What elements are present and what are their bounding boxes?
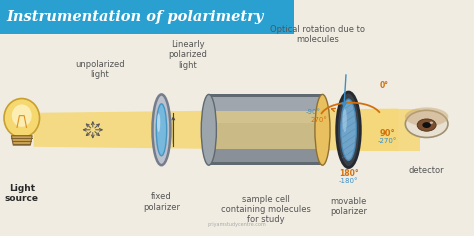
- Ellipse shape: [4, 99, 39, 137]
- FancyBboxPatch shape: [209, 97, 322, 123]
- Ellipse shape: [430, 122, 433, 124]
- Ellipse shape: [341, 99, 356, 160]
- Text: 180°: 180°: [339, 169, 358, 178]
- Ellipse shape: [405, 110, 448, 137]
- Text: Linearly
polarized
light: Linearly polarized light: [168, 40, 207, 70]
- Text: -270°: -270°: [378, 139, 397, 144]
- Ellipse shape: [422, 122, 431, 128]
- Text: Light
source: Light source: [5, 184, 39, 203]
- Ellipse shape: [405, 107, 448, 126]
- Polygon shape: [11, 136, 32, 145]
- Ellipse shape: [156, 104, 167, 156]
- FancyBboxPatch shape: [209, 97, 322, 162]
- Ellipse shape: [12, 104, 32, 127]
- FancyBboxPatch shape: [360, 109, 419, 151]
- Text: fixed
polarizer: fixed polarizer: [143, 192, 180, 212]
- Ellipse shape: [153, 94, 171, 165]
- Text: 270°: 270°: [310, 117, 327, 123]
- Text: Optical rotation due to
molecules: Optical rotation due to molecules: [270, 25, 365, 44]
- Text: Instrumentation of polarimetry: Instrumentation of polarimetry: [6, 10, 264, 24]
- Text: -180°: -180°: [339, 178, 358, 184]
- Ellipse shape: [337, 92, 360, 168]
- Ellipse shape: [315, 94, 330, 165]
- Text: unpolarized
light: unpolarized light: [75, 60, 125, 79]
- Text: detector: detector: [409, 166, 445, 175]
- Ellipse shape: [157, 113, 160, 132]
- Ellipse shape: [417, 119, 436, 131]
- Text: sample cell
containing molecules
for study: sample cell containing molecules for stu…: [221, 195, 310, 224]
- Ellipse shape: [343, 109, 347, 132]
- FancyBboxPatch shape: [209, 94, 322, 165]
- Text: movable
polarizer: movable polarizer: [330, 197, 367, 216]
- Text: priyamstudycentre.com: priyamstudycentre.com: [208, 222, 266, 227]
- Ellipse shape: [201, 94, 217, 165]
- FancyBboxPatch shape: [209, 111, 322, 149]
- FancyBboxPatch shape: [0, 0, 294, 34]
- Polygon shape: [34, 109, 398, 151]
- Text: -90°: -90°: [306, 110, 320, 115]
- Text: 0°: 0°: [380, 81, 389, 90]
- Text: 90°: 90°: [380, 129, 395, 138]
